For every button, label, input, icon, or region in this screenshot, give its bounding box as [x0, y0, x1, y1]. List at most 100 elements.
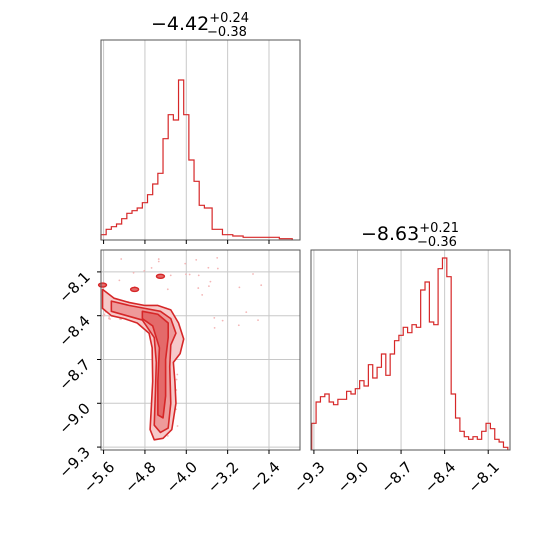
scatter-point — [237, 324, 240, 327]
scatter-point — [176, 373, 179, 376]
histogram-bin — [312, 423, 316, 450]
histogram-bin — [482, 431, 486, 450]
histogram-bin — [486, 423, 490, 450]
histogram-bin — [456, 418, 460, 450]
scatter-point — [150, 267, 153, 269]
histogram-bin — [168, 115, 173, 240]
marginal-histogram-param1 — [100, 39, 301, 244]
scatter-point — [108, 316, 111, 318]
scatter-point — [207, 266, 210, 269]
x-tick-label: −3.2 — [204, 458, 242, 496]
scatter-point — [221, 319, 224, 322]
scatter-point — [102, 314, 105, 317]
histogram-bin — [342, 399, 346, 450]
scatter-point — [208, 285, 210, 288]
scatter-point — [103, 313, 106, 316]
x-tick-label: −4.8 — [121, 458, 159, 496]
panel-frame — [310, 249, 511, 451]
histogram-bin — [425, 282, 429, 450]
histogram-bin — [334, 405, 338, 450]
panel-frame — [100, 249, 301, 451]
scatter-point — [252, 273, 254, 275]
histogram-bin — [132, 211, 137, 240]
histogram-bin — [111, 227, 116, 240]
scatter-point — [175, 378, 178, 381]
y-tick-label: −9.0 — [55, 399, 93, 437]
histogram-bin — [329, 402, 333, 450]
histogram-bin — [373, 378, 377, 450]
histogram-bin — [127, 213, 132, 240]
x-tick-label: −9.3 — [290, 458, 328, 496]
scatter-point — [197, 274, 200, 277]
x-tick-label: −8.1 — [464, 458, 502, 496]
histogram-bin — [403, 327, 407, 450]
histogram-bin — [438, 269, 442, 450]
histogram-bin — [429, 322, 433, 450]
contour-inner — [141, 310, 169, 419]
scatter-point — [201, 294, 204, 296]
hist2-title: −8.63+0.21 −0.36 — [361, 221, 459, 250]
histogram-bin — [222, 235, 232, 240]
histogram-bin — [163, 139, 168, 240]
histogram-bin — [360, 381, 364, 450]
histogram-step-line — [100, 79, 293, 240]
scatter-point — [213, 327, 216, 329]
histogram-bin — [451, 394, 455, 450]
histogram-bin — [204, 208, 212, 240]
histogram-bin — [351, 394, 355, 450]
scatter-point — [197, 287, 200, 289]
x-tick-label: −8.7 — [377, 458, 415, 496]
histogram-bin — [212, 229, 222, 240]
histogram-bin — [194, 181, 199, 240]
histogram-bin — [495, 439, 499, 450]
histogram-bin — [106, 229, 111, 240]
scatter-point — [143, 269, 146, 272]
x-tick-label: −8.4 — [421, 458, 459, 496]
scatter-point — [118, 279, 121, 282]
x-tick-label: −9.0 — [334, 458, 372, 496]
histogram-bin — [368, 365, 372, 450]
scatter-point — [157, 260, 160, 263]
histogram-bin — [499, 442, 503, 450]
histogram-bin — [442, 258, 446, 450]
y-tick-label: −8.1 — [55, 268, 93, 306]
histogram-bin — [142, 203, 147, 240]
contour-panel: −5.6 −4.8 −4.0 −3.2 −2.4−8.1−8.4−8.7−9.0−9.3 — [55, 249, 301, 497]
hist1-title: −4.42+0.24 −0.38 — [151, 11, 249, 40]
histogram-bin — [320, 397, 324, 450]
histogram-bin — [395, 341, 399, 450]
histogram-bin — [469, 439, 473, 450]
histogram-bin — [148, 195, 153, 240]
histogram-bin — [189, 160, 194, 240]
scatter-point — [213, 316, 216, 319]
scatter-point — [157, 258, 160, 260]
scatter-point — [169, 274, 172, 277]
histogram-bin — [179, 80, 184, 240]
histogram-step-line — [311, 257, 509, 450]
contour-island — [155, 273, 166, 279]
scatter-point — [184, 273, 187, 276]
scatter-point — [257, 319, 259, 322]
x-tick-label: −4.0 — [163, 458, 201, 496]
histogram-bin — [464, 437, 468, 450]
histogram-bin — [434, 325, 438, 450]
y-tick-label: −8.4 — [55, 312, 93, 350]
histogram-bin — [122, 219, 127, 240]
histogram-bin — [381, 354, 385, 450]
histogram-bin — [117, 224, 122, 240]
histogram-bin — [364, 386, 368, 450]
scatter-point — [195, 258, 198, 261]
histogram-bin — [153, 184, 158, 240]
scatter-point — [188, 273, 191, 276]
histogram-bin — [447, 277, 451, 450]
scatter-point — [120, 258, 123, 260]
histogram-bin — [490, 429, 494, 450]
histogram-bin — [199, 205, 204, 240]
histogram-bin — [347, 391, 351, 450]
scatter-point — [245, 311, 248, 314]
histogram-bin — [316, 402, 320, 450]
y-tick-label: −8.7 — [55, 356, 93, 394]
scatter-point — [216, 256, 219, 259]
histogram-bin — [416, 327, 420, 450]
